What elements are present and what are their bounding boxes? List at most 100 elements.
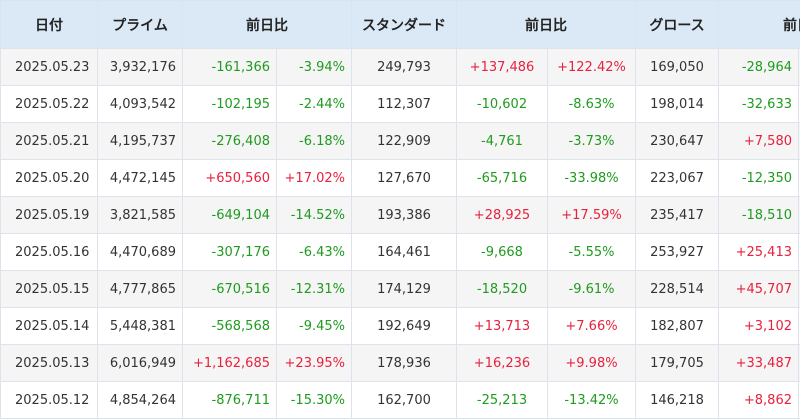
cell-prime-pct: -6.18% <box>277 123 352 160</box>
cell-prime: 3,932,176 <box>98 49 183 86</box>
cell-prime-pct: +23.95% <box>277 345 352 382</box>
cell-prime-diff: +1,162,685 <box>183 345 277 382</box>
cell-growth: 230,647 <box>636 123 719 160</box>
cell-standard-pct: -3.73% <box>548 123 636 160</box>
cell-standard-diff: -65,716 <box>457 160 548 197</box>
cell-prime-diff: -670,516 <box>183 271 277 308</box>
cell-standard-pct: +7.66% <box>548 308 636 345</box>
cell-prime-pct: -15.30% <box>277 382 352 419</box>
cell-standard: 193,386 <box>352 197 457 234</box>
cell-standard: 192,649 <box>352 308 457 345</box>
cell-date: 2025.05.19 <box>1 197 98 234</box>
header-standard[interactable]: スタンダード <box>352 1 457 49</box>
cell-date: 2025.05.13 <box>1 345 98 382</box>
header-standard-change[interactable]: 前日比 <box>457 1 636 49</box>
header-growth[interactable]: グロース <box>636 1 719 49</box>
cell-standard-pct: -13.42% <box>548 382 636 419</box>
cell-growth-diff: -18,510 <box>719 197 799 234</box>
header-growth-change[interactable]: 前日比 <box>719 1 800 49</box>
cell-standard: 162,700 <box>352 382 457 419</box>
cell-prime-pct: -12.31% <box>277 271 352 308</box>
header-prime-change[interactable]: 前日比 <box>183 1 352 49</box>
cell-growth-diff: +8,862 <box>719 382 799 419</box>
header-row: 日付 プライム 前日比 スタンダード 前日比 グロース 前日比 <box>1 1 800 49</box>
cell-standard-diff: +137,486 <box>457 49 548 86</box>
cell-prime-diff: -568,568 <box>183 308 277 345</box>
cell-standard-pct: -33.98% <box>548 160 636 197</box>
cell-prime-diff: -276,408 <box>183 123 277 160</box>
cell-standard-diff: -25,213 <box>457 382 548 419</box>
cell-prime-pct: -9.45% <box>277 308 352 345</box>
cell-standard-diff: -18,520 <box>457 271 548 308</box>
cell-growth: 198,014 <box>636 86 719 123</box>
cell-growth-diff: +45,707 <box>719 271 799 308</box>
cell-prime: 4,470,689 <box>98 234 183 271</box>
cell-standard-pct: +9.98% <box>548 345 636 382</box>
cell-prime-pct: -14.52% <box>277 197 352 234</box>
cell-prime-pct: +17.02% <box>277 160 352 197</box>
cell-prime-diff: +650,560 <box>183 160 277 197</box>
cell-prime-diff: -307,176 <box>183 234 277 271</box>
cell-prime: 4,195,737 <box>98 123 183 160</box>
cell-prime-diff: -876,711 <box>183 382 277 419</box>
cell-standard: 178,936 <box>352 345 457 382</box>
cell-date: 2025.05.14 <box>1 308 98 345</box>
cell-standard-pct: +17.59% <box>548 197 636 234</box>
cell-growth: 182,807 <box>636 308 719 345</box>
cell-prime: 4,854,264 <box>98 382 183 419</box>
cell-prime-diff: -102,195 <box>183 86 277 123</box>
cell-standard: 127,670 <box>352 160 457 197</box>
cell-date: 2025.05.23 <box>1 49 98 86</box>
cell-growth-diff: -12,350 <box>719 160 799 197</box>
cell-prime: 6,016,949 <box>98 345 183 382</box>
cell-prime: 3,821,585 <box>98 197 183 234</box>
header-date[interactable]: 日付 <box>1 1 98 49</box>
cell-standard-pct: -9.61% <box>548 271 636 308</box>
header-prime[interactable]: プライム <box>98 1 183 49</box>
cell-growth-diff: +25,413 <box>719 234 799 271</box>
cell-prime: 4,093,542 <box>98 86 183 123</box>
cell-prime: 4,777,865 <box>98 271 183 308</box>
cell-growth: 253,927 <box>636 234 719 271</box>
cell-prime: 4,472,145 <box>98 160 183 197</box>
cell-standard-diff: +13,713 <box>457 308 548 345</box>
cell-standard-diff: -4,761 <box>457 123 548 160</box>
cell-growth: 179,705 <box>636 345 719 382</box>
cell-standard-pct: +122.42% <box>548 49 636 86</box>
cell-date: 2025.05.21 <box>1 123 98 160</box>
cell-prime-diff: -161,366 <box>183 49 277 86</box>
cell-growth: 235,417 <box>636 197 719 234</box>
cell-growth-diff: +7,580 <box>719 123 799 160</box>
cell-date: 2025.05.15 <box>1 271 98 308</box>
cell-standard-diff: -9,668 <box>457 234 548 271</box>
cell-growth-diff: -32,633 <box>719 86 799 123</box>
cell-date: 2025.05.16 <box>1 234 98 271</box>
cell-growth-diff: +3,102 <box>719 308 799 345</box>
cell-standard: 112,307 <box>352 86 457 123</box>
cell-standard: 174,129 <box>352 271 457 308</box>
cell-growth: 169,050 <box>636 49 719 86</box>
cell-date: 2025.05.22 <box>1 86 98 123</box>
cell-growth-diff: +33,487 <box>719 345 799 382</box>
cell-date: 2025.05.12 <box>1 382 98 419</box>
cell-growth-diff: -28,964 <box>719 49 799 86</box>
cell-standard-diff: +28,925 <box>457 197 548 234</box>
cell-prime-pct: -3.94% <box>277 49 352 86</box>
cell-standard: 122,909 <box>352 123 457 160</box>
cell-prime-pct: -2.44% <box>277 86 352 123</box>
cell-standard-diff: -10,602 <box>457 86 548 123</box>
cell-date: 2025.05.20 <box>1 160 98 197</box>
cell-standard-diff: +16,236 <box>457 345 548 382</box>
cell-standard: 249,793 <box>352 49 457 86</box>
cell-standard-pct: -5.55% <box>548 234 636 271</box>
